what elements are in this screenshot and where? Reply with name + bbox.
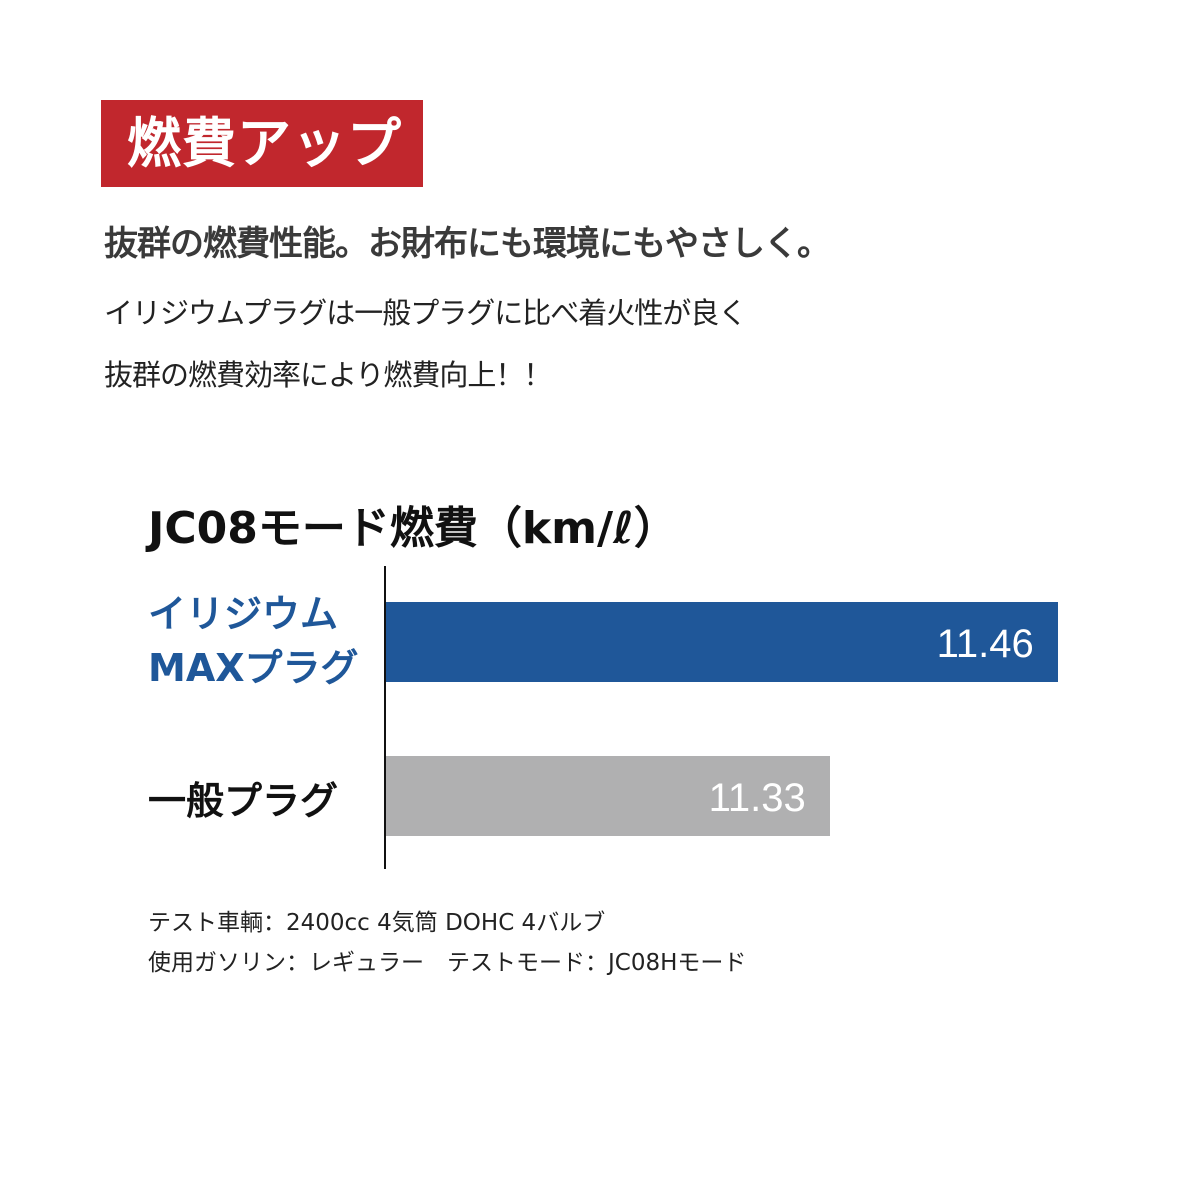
bar-standard — [386, 756, 830, 836]
chart-title: JC08モード燃費（km/ℓ） — [148, 503, 678, 554]
category-label-line: イリジウム — [148, 592, 339, 636]
body-line-2: 抜群の燃費効率により燃費向上！！ — [104, 358, 552, 392]
value-label-standard: 11.33 — [708, 776, 806, 820]
chart-axis — [384, 566, 386, 869]
value-label-iridium: 11.46 — [936, 622, 1034, 666]
bar-iridium — [386, 602, 1058, 682]
category-label-iridium: イリジウム MAXプラグ — [148, 587, 359, 695]
body-line-1: イリジウムプラグは一般プラグに比べ着火性が良く — [104, 296, 747, 330]
test-note-1: テスト車輌：2400cc 4気筒 DOHC 4バルブ — [148, 910, 606, 936]
category-label-line: MAXプラグ — [148, 646, 359, 690]
test-note-2: 使用ガソリン：レギュラー テストモード：JC08Hモード — [148, 950, 747, 976]
feature-badge: 燃費アップ — [101, 100, 423, 187]
category-label-standard: 一般プラグ — [148, 779, 339, 823]
headline: 抜群の燃費性能。お財布にも環境にもやさしく。 — [104, 224, 831, 264]
